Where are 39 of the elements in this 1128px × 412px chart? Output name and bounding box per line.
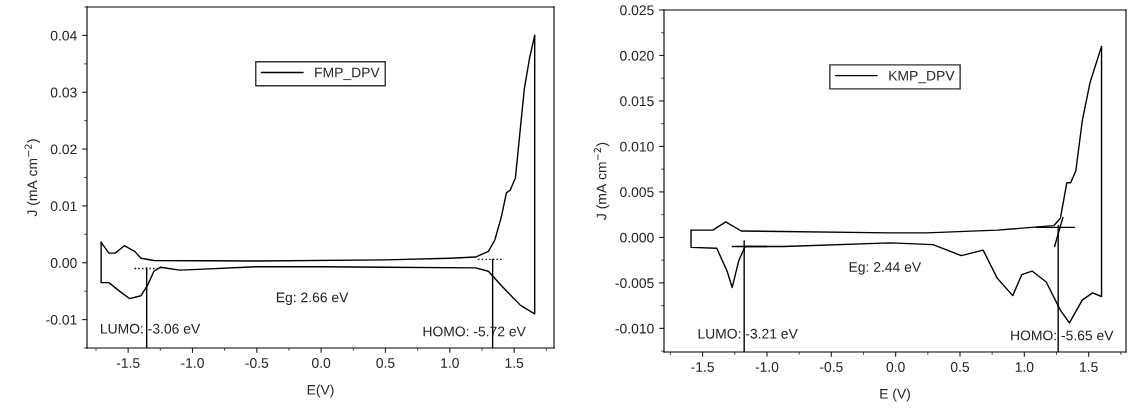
x-tick-label: 1.0 [441,358,459,368]
y-tick-label: 0.01 [50,201,77,212]
annotation: Eg: 2.66 eV [276,292,349,306]
y-tick-label: 0.02 [50,144,77,155]
x-tick-label: -0.5 [819,362,843,372]
y-tick-label: 0.00 [50,258,77,268]
x-tick-label: -1.5 [116,358,140,368]
legend-label: KMP_DPV [889,70,955,84]
y-tick-label: 0.005 [620,187,654,198]
x-tick-label: 0.0 [886,362,905,372]
y-axis-title: J (mA cm$^{−2}$) [593,142,610,220]
annotation: HOMO: -5.65 eV [1011,330,1114,341]
x-tick-label: 1.5 [505,358,524,368]
annotation: LUMO: -3.06 eV [101,323,201,334]
x-axis-title: E (V) [880,388,910,402]
x-tick-label: 0.0 [312,358,331,368]
y-tick-label: 0.020 [620,50,654,61]
x-tick-label: -1.0 [181,358,204,368]
x-tick-label: -0.5 [245,358,269,368]
y-tick-label: 0.025 [620,5,654,16]
x-tick-label: -1.0 [755,362,779,372]
x-axis-title: E(V) [307,384,334,398]
x-tick-label: 0.5 [950,362,970,372]
legend-label: FMP_DPV [315,67,380,81]
y-tick-label: 0.04 [50,30,77,41]
y-axis-title: J (mA cm$^{−2}$) [24,139,40,217]
y-tick-label: 0.015 [620,96,654,107]
y-tick-label: 0.010 [620,141,654,152]
annotation: Eg: 2.44 eV [849,262,922,275]
y-tick-label: 0.03 [50,87,77,98]
x-tick-label: 0.5 [376,358,395,368]
annotation: LUMO: -3.21 eV [698,328,798,339]
x-tick-label: 1.0 [1015,362,1034,372]
y-tick-label: -0.01 [46,314,77,325]
x-tick-label: -1.5 [691,362,714,372]
x-tick-label: 1.5 [1080,362,1098,372]
y-tick-label: 0.000 [620,232,654,243]
y-tick-label: -0.010 [615,323,654,334]
y-tick-label: -0.005 [615,278,654,289]
